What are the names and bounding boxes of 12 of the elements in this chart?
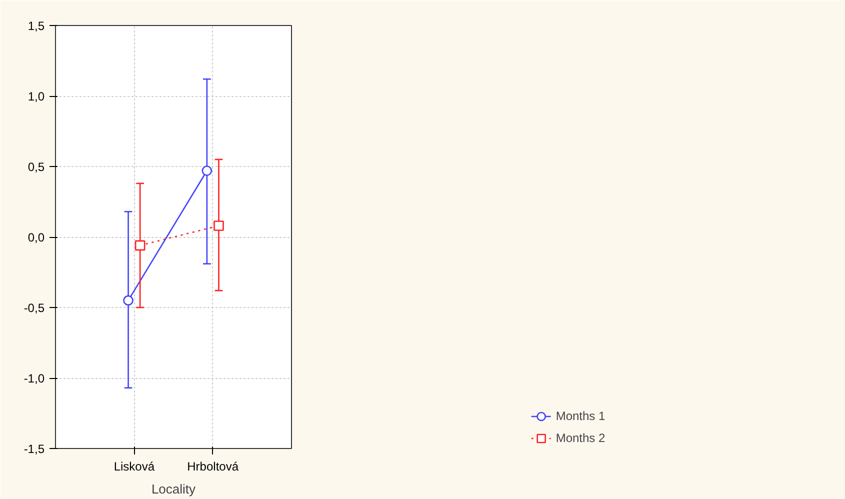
x-tick-label: Lisková [114,460,155,474]
x-axis-title: Locality [151,482,196,496]
y-tick-label: 1,0 [28,90,45,104]
x-tick-label: Hrboltová [187,460,239,474]
legend-label: Months 1 [556,409,606,423]
y-tick-label: -0,5 [24,301,45,315]
legend-label: Months 2 [556,431,606,445]
y-tick-label: 1,5 [28,19,45,33]
y-tick-label: -1,5 [24,442,45,456]
y-tick-label: -1,0 [24,372,45,386]
y-tick-label: 0,0 [28,230,45,244]
y-tick-label: 0,5 [28,160,45,174]
